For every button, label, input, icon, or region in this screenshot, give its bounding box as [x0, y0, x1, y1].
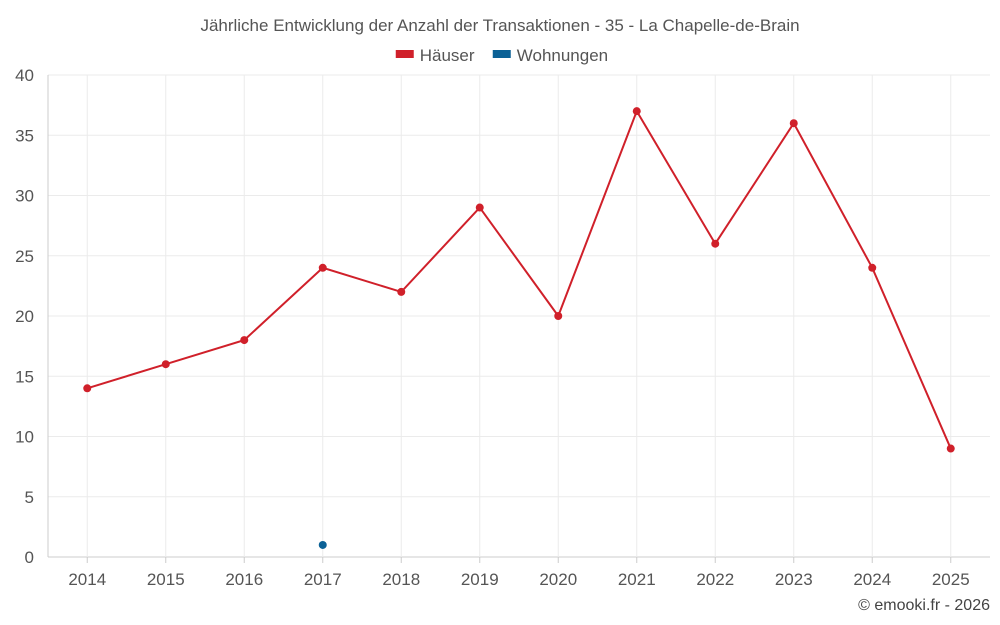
legend-item-label[interactable]: Wohnungen [517, 46, 608, 65]
x-tick-label: 2018 [382, 570, 420, 589]
x-tick-label: 2020 [539, 570, 577, 589]
legend-swatch [492, 50, 511, 58]
data-point[interactable] [83, 384, 92, 393]
y-tick-label: 15 [15, 367, 34, 386]
y-tick-label: 20 [15, 307, 34, 326]
chart-title: Jährliche Entwicklung der Anzahl der Tra… [200, 16, 799, 35]
y-tick-label: 35 [15, 126, 34, 145]
x-tick-label: 2017 [304, 570, 342, 589]
y-tick-label: 10 [15, 428, 34, 447]
legend-swatch [395, 50, 414, 58]
series-line-0 [86, 108, 952, 449]
data-point[interactable] [554, 312, 563, 320]
y-tick-label: 30 [15, 187, 34, 206]
y-tick-label: 25 [15, 247, 34, 266]
x-axis: 2014 2015 2016 2017 2018 2019 2020 2021 2022 2023… [68, 557, 970, 589]
credit-text: © emooki.fr - 2026 [858, 597, 990, 614]
data-point[interactable] [711, 239, 720, 248]
x-tick-label: 2025 [932, 570, 970, 589]
y-tick-label: 0 [25, 548, 34, 567]
data-point[interactable] [240, 336, 249, 345]
data-point[interactable] [789, 119, 798, 128]
x-tick-label: 2019 [461, 570, 499, 589]
x-tick-label: 2015 [147, 570, 185, 589]
series-layer [83, 107, 955, 549]
y-axis: 0 5 10 15 20 25 30 35 40 [15, 66, 49, 567]
y-tick-label: 5 [25, 488, 34, 507]
x-tick-label: 2024 [853, 570, 891, 589]
data-point[interactable] [161, 360, 170, 369]
x-tick-label: 2016 [225, 570, 263, 589]
data-point[interactable] [318, 263, 327, 272]
data-point[interactable] [868, 263, 877, 272]
grid [48, 74, 990, 558]
legend-item-label[interactable]: Häuser [420, 46, 475, 65]
data-point[interactable] [475, 203, 484, 212]
y-tick-label: 40 [15, 66, 34, 85]
x-tick-label: 2014 [68, 570, 106, 589]
data-point[interactable] [946, 444, 955, 453]
x-tick-label: 2021 [618, 570, 656, 589]
data-point[interactable] [318, 540, 327, 549]
data-point[interactable] [397, 287, 406, 296]
x-tick-label: 2023 [775, 570, 813, 589]
x-tick-label: 2022 [696, 570, 734, 589]
data-point[interactable] [632, 107, 641, 116]
legend: Häuser Wohnungen [395, 46, 608, 65]
